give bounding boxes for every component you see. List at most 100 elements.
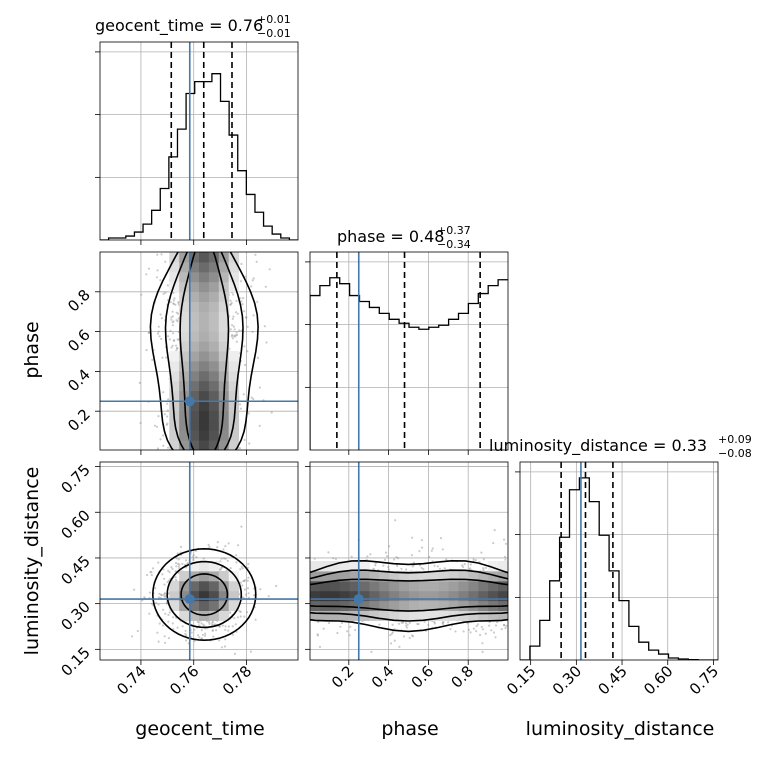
- density-cell: [218, 271, 230, 283]
- sample-point: [275, 584, 278, 588]
- sample-point: [221, 624, 224, 627]
- sample-point: [244, 593, 247, 596]
- truth-marker: [184, 396, 195, 407]
- density-cell: [199, 400, 210, 411]
- density-cell: [329, 570, 341, 582]
- sample-point: [175, 319, 178, 322]
- density-cell: [199, 580, 210, 592]
- sample-point: [154, 587, 157, 590]
- density-cell: [189, 561, 200, 572]
- xtick-label-geocent_time-0: 0.74: [113, 662, 149, 698]
- density-cell: [399, 580, 410, 592]
- density-cell: [458, 600, 469, 611]
- density-cell: [498, 610, 508, 621]
- sample-point: [245, 611, 249, 614]
- density-cell: [349, 580, 360, 592]
- sample-point: [231, 333, 234, 337]
- sample-point: [400, 621, 403, 624]
- sample-point: [159, 279, 162, 282]
- density-cell: [379, 590, 390, 602]
- sample-point: [264, 285, 267, 288]
- sample-point: [162, 391, 165, 394]
- sample-point: [173, 339, 176, 342]
- sample-point: [256, 300, 259, 303]
- density-cell: [310, 590, 321, 602]
- density-cell: [218, 610, 230, 621]
- density-cell: [169, 271, 180, 283]
- sample-point: [239, 280, 243, 283]
- ytick-label-luminosity_distance-3: 0.60: [57, 506, 93, 542]
- ytick-label-phase-3: 0.8: [64, 286, 94, 316]
- sample-point: [177, 312, 180, 315]
- sample-point: [177, 562, 180, 566]
- sample-point: [168, 571, 171, 574]
- sample-point: [406, 623, 409, 626]
- sample-point: [449, 627, 452, 631]
- sample-point: [232, 293, 235, 296]
- sample-point: [163, 592, 167, 595]
- sample-point: [162, 434, 165, 437]
- density-cell: [208, 400, 220, 411]
- density-cell: [179, 261, 190, 273]
- sample-point: [220, 566, 223, 569]
- panel-geocent_time-vs-luminosity_distance: [99, 461, 299, 661]
- density-cell: [199, 271, 210, 283]
- density-cell: [208, 380, 220, 392]
- title-luminosity-distance-main: luminosity_distance = 0.33: [489, 436, 707, 456]
- hist-frame-luminosity_distance: [519, 461, 719, 661]
- sample-point: [147, 331, 150, 334]
- sample-point: [193, 639, 196, 643]
- sample-point: [139, 421, 142, 425]
- sample-point: [494, 624, 498, 627]
- sample-point: [431, 547, 434, 550]
- sample-point: [402, 635, 406, 638]
- sample-point: [239, 610, 242, 613]
- density-cell: [199, 261, 210, 273]
- density-cell: [498, 580, 508, 592]
- density-cell: [208, 271, 220, 283]
- density-cell: [448, 570, 459, 582]
- sample-point: [165, 602, 168, 605]
- density-cell: [179, 590, 190, 602]
- sample-point: [167, 613, 170, 617]
- sample-point: [163, 595, 166, 599]
- sample-point: [412, 561, 415, 564]
- title-luminosity-distance-minus: −0.08: [718, 447, 752, 460]
- title-luminosity-distance: luminosity_distance = 0.33 +0.09 −0.08: [489, 433, 752, 460]
- density-cell: [199, 440, 210, 450]
- sample-point: [389, 642, 393, 645]
- sample-point: [420, 566, 423, 570]
- sample-point: [161, 573, 164, 576]
- sample-point: [156, 332, 160, 335]
- density-cell: [349, 600, 360, 611]
- sample-point: [177, 301, 180, 304]
- sample-point: [339, 625, 342, 628]
- density-cell: [438, 570, 450, 582]
- density-cell: [369, 570, 380, 582]
- sample-point: [366, 555, 369, 558]
- density-cell: [179, 370, 190, 382]
- density-cell: [409, 600, 420, 611]
- density-cell: [179, 291, 190, 302]
- sample-point: [383, 558, 387, 561]
- sample-point: [166, 284, 169, 287]
- sample-point: [256, 356, 260, 359]
- sample-point: [211, 629, 214, 632]
- sample-point: [172, 332, 175, 335]
- ylabel-phase: phase: [21, 321, 43, 378]
- density-cell: [389, 600, 400, 611]
- sample-point: [160, 337, 163, 341]
- density-cell: [319, 580, 331, 592]
- sample-point: [202, 557, 205, 560]
- sample-point: [247, 592, 250, 595]
- sample-point: [482, 568, 485, 572]
- sample-point: [393, 558, 396, 561]
- sample-point: [167, 569, 170, 572]
- density-cell: [409, 570, 420, 582]
- sample-point: [201, 633, 204, 636]
- density-cell: [189, 590, 200, 602]
- sample-point: [175, 311, 178, 314]
- density-cell: [389, 580, 400, 592]
- sample-point: [469, 631, 472, 634]
- hist-panel-geocent_time: [95, 41, 299, 241]
